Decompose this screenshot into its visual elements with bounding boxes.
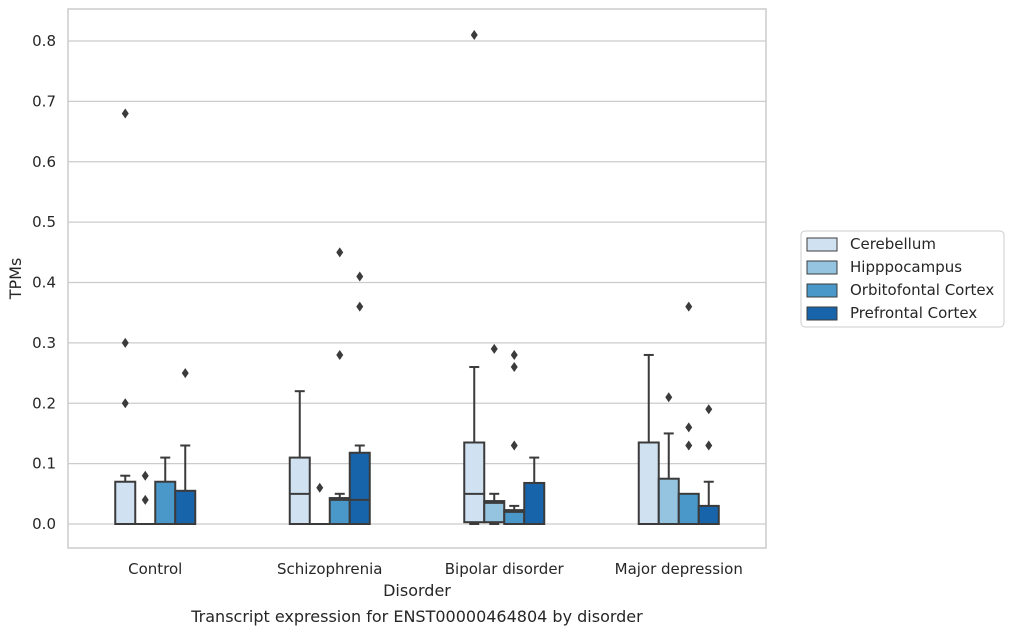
legend-label: Prefrontal Cortex [850, 304, 977, 322]
outlier-point [705, 404, 713, 415]
box-body [523, 481, 546, 526]
y-tick-label: 0.6 [32, 153, 56, 171]
y-tick-label: 0.3 [32, 334, 56, 352]
box [463, 29, 486, 525]
outlier-point [316, 482, 324, 493]
box [483, 343, 506, 525]
box-body [483, 500, 506, 524]
box [677, 301, 700, 525]
box-body [288, 456, 311, 525]
y-tick-label: 0.1 [32, 455, 56, 473]
box-body [463, 441, 486, 524]
box [114, 108, 137, 525]
x-tick-label: Schizophrenia [277, 560, 382, 578]
legend-item: Prefrontal Cortex [806, 304, 977, 322]
y-tick-label: 0.0 [32, 515, 56, 533]
y-axis-ticks: 0.0 0.1 0.2 0.3 0.4 0.5 0.6 0.7 0.8 [32, 32, 56, 533]
outlier-point [336, 247, 344, 258]
outlier-point [356, 271, 364, 282]
chart-caption: Transcript expression for ENST0000046480… [190, 607, 643, 626]
outlier-point [356, 301, 364, 312]
legend-label: Cerebellum [850, 235, 936, 253]
outlier-point [336, 349, 344, 360]
y-tick-label: 0.7 [32, 92, 56, 110]
legend-label: Hipppocampus [850, 258, 962, 276]
outlier-point [685, 422, 693, 433]
legend-swatch [806, 260, 838, 275]
box-body [637, 441, 660, 525]
y-tick-label: 0.8 [32, 32, 56, 50]
y-tick-label: 0.4 [32, 274, 56, 292]
x-tick-label: Control [128, 560, 182, 578]
series-prefrontal-cortex [174, 271, 720, 526]
outlier-point [490, 343, 498, 354]
y-tick-label: 0.2 [32, 394, 56, 412]
box-body [114, 480, 137, 525]
box [174, 368, 197, 526]
outlier-point [510, 349, 518, 360]
box [657, 392, 680, 525]
outlier-point [141, 494, 149, 505]
outlier-point [685, 301, 693, 312]
box-body [677, 492, 700, 525]
legend-swatch [806, 283, 838, 298]
box-body [697, 504, 720, 526]
y-axis-label: TPMs [6, 258, 25, 301]
box [288, 390, 311, 525]
y-tick-label: 0.5 [32, 213, 56, 231]
box-body [328, 497, 351, 526]
outlier-point [510, 440, 518, 451]
box [348, 271, 371, 526]
x-axis-label: Disorder [383, 581, 451, 600]
outlier-point [665, 392, 673, 403]
outlier-point [470, 29, 478, 40]
x-axis-ticks: Control Schizophrenia Bipolar disorder Majo… [128, 560, 743, 578]
box [308, 482, 331, 526]
box [328, 247, 351, 526]
box-body [657, 477, 680, 525]
legend-frame [800, 230, 1005, 328]
outlier-point [510, 362, 518, 373]
box [503, 349, 526, 525]
box-body [154, 480, 177, 525]
box-body [348, 451, 371, 526]
legend-item: Hipppocampus [806, 258, 962, 276]
box [523, 456, 546, 526]
legend: Cerebellum Hipppocampus Orbitofontal Corte… [800, 230, 1005, 328]
box [134, 470, 157, 526]
box [637, 353, 660, 525]
series-hipppocampus [134, 343, 680, 526]
outlier-point [705, 440, 713, 451]
outlier-point [121, 398, 129, 409]
outlier-point [685, 440, 693, 451]
legend-swatch [806, 237, 838, 252]
plot-frame [67, 8, 767, 549]
legend-item: Cerebellum [806, 235, 936, 253]
legend-label: Orbitofontal Cortex [850, 281, 994, 299]
gridlines [68, 40, 766, 525]
outlier-point [121, 108, 129, 119]
box-plot-series [114, 29, 720, 526]
x-tick-label: Major depression [615, 560, 743, 578]
legend-item: Orbitofontal Cortex [806, 281, 994, 299]
box-body [174, 489, 197, 526]
series-cerebellum [114, 29, 660, 525]
outlier-point [181, 368, 189, 379]
outlier-point [121, 337, 129, 348]
outlier-point [141, 470, 149, 481]
x-tick-label: Bipolar disorder [445, 560, 565, 578]
legend-swatch [806, 306, 838, 321]
series-orbitofontal-cortex [154, 247, 700, 526]
box [154, 456, 177, 525]
box [697, 404, 720, 526]
